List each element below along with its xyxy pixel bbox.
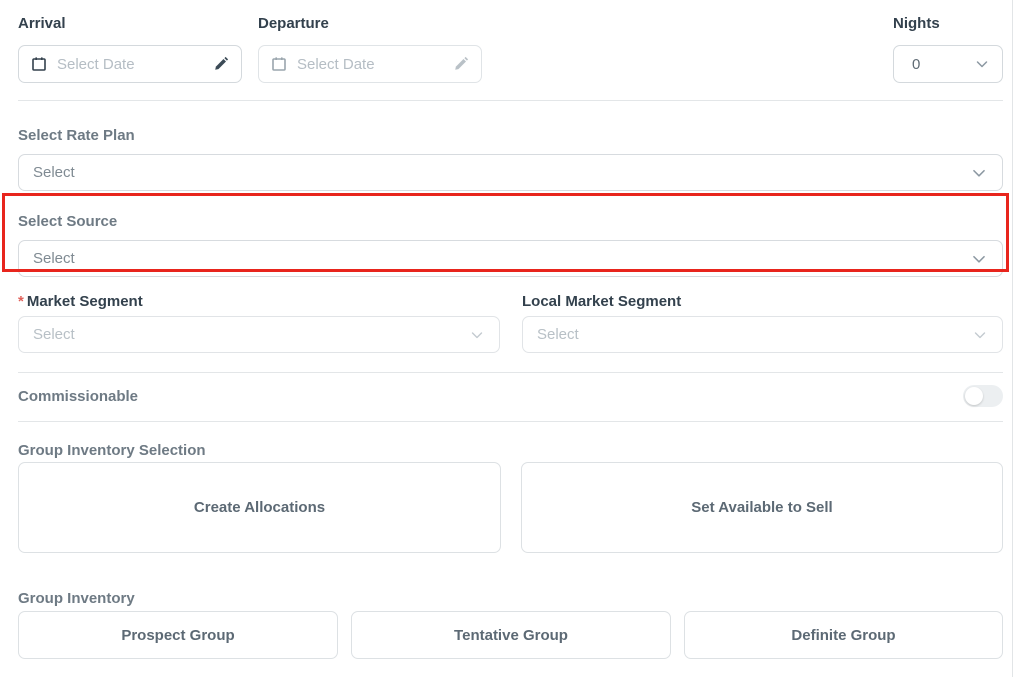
source-select[interactable]: Select (18, 240, 1003, 277)
divider (18, 100, 1003, 101)
group-inventory-selection-label: Group Inventory Selection (18, 442, 206, 459)
commissionable-toggle[interactable] (963, 385, 1003, 407)
nights-label: Nights (893, 15, 940, 32)
nights-field-group: Nights 0 (893, 14, 1003, 83)
group-inventory-options: Prospect Group Tentative Group Definite … (18, 611, 1003, 659)
edit-pencil-icon[interactable] (213, 56, 229, 72)
market-segment-field-group: * Market Segment Select (18, 292, 500, 353)
local-market-segment-select[interactable]: Select (522, 316, 1003, 353)
departure-date-picker[interactable]: Select Date (258, 45, 482, 83)
departure-field-group: Departure Select Date (258, 14, 482, 83)
edit-pencil-icon (453, 56, 469, 72)
departure-date-placeholder: Select Date (297, 55, 375, 73)
tentative-group-button[interactable]: Tentative Group (351, 611, 671, 659)
market-segment-row: * Market Segment Select Local Market Segm… (18, 292, 1003, 353)
rate-plan-label: Select Rate Plan (18, 127, 135, 144)
definite-group-button[interactable]: Definite Group (684, 611, 1003, 659)
rate-plan-select[interactable]: Select (18, 154, 1003, 191)
chevron-down-icon (974, 56, 990, 72)
arrival-field-group: Arrival Select Date (18, 14, 242, 83)
panel-right-border (1012, 0, 1013, 677)
divider (18, 372, 1003, 373)
toggle-knob (965, 387, 983, 405)
departure-label: Departure (258, 15, 329, 32)
group-inventory-label: Group Inventory (18, 590, 135, 607)
local-market-segment-value: Select (537, 326, 579, 343)
nights-select[interactable]: 0 (893, 45, 1003, 83)
local-market-segment-field-group: Local Market Segment Select (522, 292, 1003, 353)
divider (18, 421, 1003, 422)
nights-value: 0 (912, 55, 921, 73)
market-segment-label-text: Market Segment (26, 293, 143, 310)
chevron-down-icon (970, 164, 988, 182)
booking-form: Arrival Select Date Departure Select Dat… (18, 0, 1003, 659)
chevron-down-icon (469, 327, 485, 343)
date-row: Arrival Select Date Departure Select Dat… (18, 0, 1003, 83)
create-allocations-button[interactable]: Create Allocations (18, 462, 501, 553)
arrival-date-picker[interactable]: Select Date (18, 45, 242, 83)
calendar-icon (31, 56, 47, 72)
source-value: Select (33, 250, 75, 267)
prospect-group-button[interactable]: Prospect Group (18, 611, 338, 659)
chevron-down-icon (970, 250, 988, 268)
market-segment-label: * Market Segment (18, 292, 500, 311)
rate-plan-value: Select (33, 164, 75, 181)
commissionable-row: Commissionable (18, 384, 1003, 408)
group-inventory-selection-options: Create Allocations Set Available to Sell (18, 462, 1003, 553)
set-available-to-sell-button[interactable]: Set Available to Sell (521, 462, 1003, 553)
required-asterisk: * (18, 293, 24, 310)
local-market-segment-label: Local Market Segment (522, 293, 682, 310)
arrival-date-placeholder: Select Date (57, 55, 135, 73)
source-label: Select Source (18, 213, 118, 230)
chevron-down-icon (972, 327, 988, 343)
market-segment-select[interactable]: Select (18, 316, 500, 353)
arrival-label: Arrival (18, 15, 66, 32)
commissionable-label: Commissionable (18, 387, 139, 405)
calendar-icon (271, 56, 287, 72)
market-segment-value: Select (33, 326, 75, 343)
